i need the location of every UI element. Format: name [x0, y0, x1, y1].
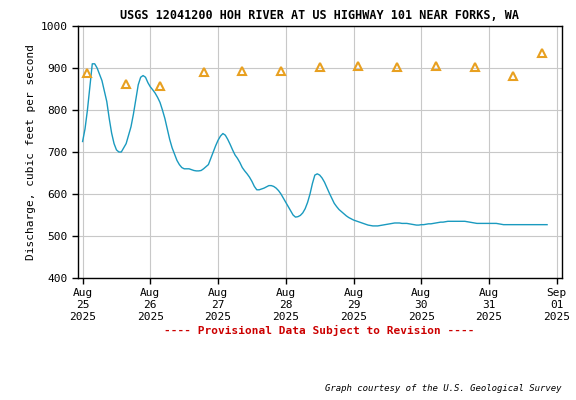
Text: ---- Provisional Data Subject to Revision ----: ---- Provisional Data Subject to Revisio…	[164, 324, 475, 336]
Title: USGS 12041200 HOH RIVER AT US HIGHWAY 101 NEAR FORKS, WA: USGS 12041200 HOH RIVER AT US HIGHWAY 10…	[120, 9, 519, 22]
Y-axis label: Discharge, cubic feet per second: Discharge, cubic feet per second	[26, 44, 36, 260]
Text: Graph courtesy of the U.S. Geological Survey: Graph courtesy of the U.S. Geological Su…	[325, 384, 562, 393]
